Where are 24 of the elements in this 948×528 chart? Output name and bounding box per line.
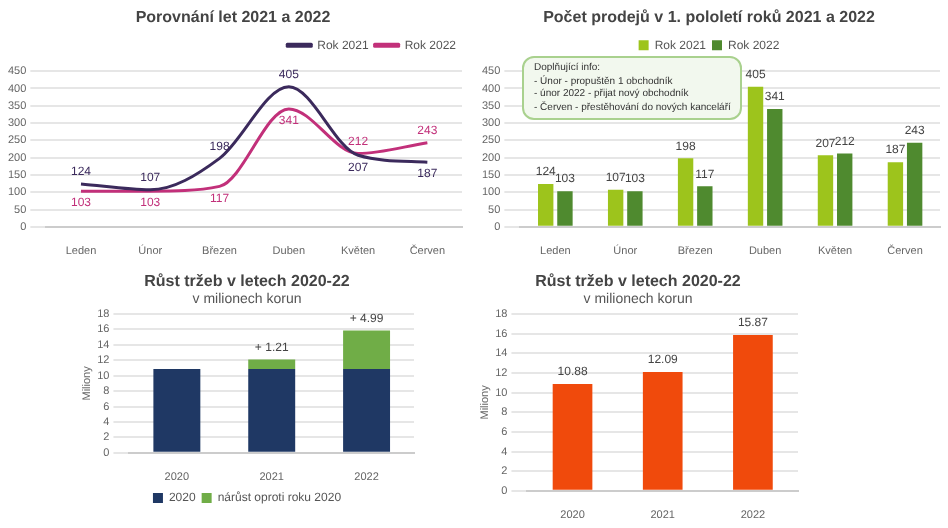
- bar: [343, 330, 391, 369]
- chart-title: Počet prodejů v 1. pololetí roků 2021 a 2022: [543, 8, 876, 27]
- bar: [906, 142, 923, 226]
- bar: [887, 162, 904, 226]
- bar: [153, 368, 201, 452]
- bar: [642, 372, 683, 490]
- bar: [248, 368, 296, 452]
- bar: [733, 334, 773, 490]
- chart-title: Růst tržeb v letech 2020-22: [144, 272, 351, 291]
- bar: [677, 158, 694, 226]
- chart-title: Růst tržeb v letech 2020-22: [535, 272, 742, 291]
- bar: [767, 108, 783, 226]
- bar: [552, 383, 593, 490]
- bar: [747, 86, 764, 226]
- bar: [343, 368, 391, 452]
- bar: [627, 191, 643, 226]
- bar: [248, 359, 296, 369]
- bar: [697, 186, 713, 226]
- chart-title: Porovnání let 2021 a 2022: [135, 8, 332, 27]
- bar: [817, 155, 834, 226]
- bar: [837, 153, 853, 226]
- bar: [607, 189, 624, 226]
- bar: [557, 191, 573, 226]
- bar: [538, 183, 554, 226]
